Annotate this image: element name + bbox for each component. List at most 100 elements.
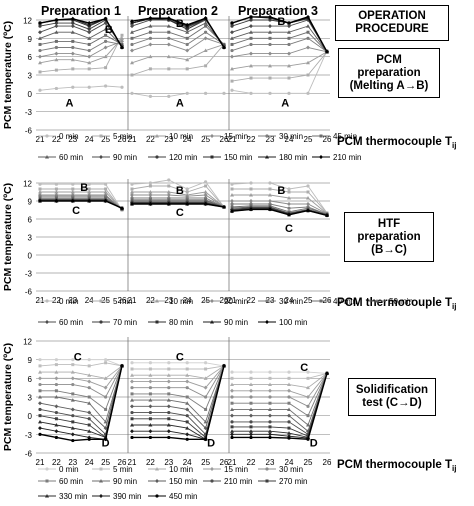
data-point bbox=[38, 24, 42, 28]
y-tick-label: 0 bbox=[28, 252, 33, 261]
data-point bbox=[71, 187, 75, 191]
data-point bbox=[148, 410, 152, 415]
data-point bbox=[230, 21, 234, 26]
x-tick-label: 23 bbox=[68, 458, 77, 467]
data-point bbox=[185, 379, 190, 384]
data-point bbox=[204, 395, 208, 399]
solid-line-1: Solidification bbox=[355, 384, 429, 396]
data-point bbox=[167, 361, 171, 365]
data-point bbox=[87, 36, 92, 40]
data-point bbox=[87, 199, 92, 203]
data-point bbox=[167, 392, 171, 396]
x-tick-label: 26 bbox=[220, 458, 229, 467]
data-point bbox=[148, 24, 153, 28]
annotation-C: C bbox=[176, 207, 184, 219]
data-point bbox=[70, 30, 75, 34]
data-point bbox=[148, 361, 152, 365]
data-point bbox=[87, 21, 92, 26]
series-line bbox=[132, 203, 225, 208]
data-point bbox=[287, 190, 291, 194]
series-line bbox=[39, 38, 123, 64]
data-point bbox=[87, 54, 92, 59]
x-tick-label: 26 bbox=[323, 458, 332, 467]
data-point bbox=[167, 435, 171, 440]
series-line bbox=[132, 194, 225, 208]
data-point bbox=[268, 376, 272, 380]
x-tick-label: 25 bbox=[304, 296, 313, 305]
annotation-A: A bbox=[66, 98, 74, 110]
data-point bbox=[166, 193, 171, 197]
legend-swatch-marker bbox=[210, 155, 214, 159]
series-line bbox=[132, 365, 225, 441]
data-point bbox=[185, 432, 190, 437]
data-point bbox=[249, 420, 253, 424]
legend-swatch-marker bbox=[155, 299, 159, 303]
data-point bbox=[54, 86, 59, 91]
data-point bbox=[287, 187, 291, 191]
data-point bbox=[203, 36, 208, 41]
y-tick-label: 9 bbox=[28, 198, 33, 207]
data-point bbox=[306, 30, 310, 34]
legend-swatch-marker bbox=[99, 467, 103, 471]
legend-label: 100 min bbox=[279, 318, 307, 327]
data-point bbox=[54, 358, 59, 362]
data-point bbox=[130, 379, 134, 384]
legend-label: 40 min bbox=[333, 297, 357, 306]
y-tick-label: 9 bbox=[28, 35, 33, 44]
y-tick-label: 6 bbox=[28, 216, 33, 225]
data-point bbox=[306, 376, 310, 380]
data-point bbox=[268, 413, 272, 418]
data-point bbox=[38, 54, 42, 59]
x-tick-label: 22 bbox=[52, 296, 61, 305]
series-line bbox=[132, 202, 225, 208]
data-point bbox=[268, 76, 272, 80]
legend-swatch-marker bbox=[155, 467, 159, 471]
data-point bbox=[230, 435, 234, 440]
data-point bbox=[130, 182, 134, 186]
series-line bbox=[40, 188, 123, 211]
data-point bbox=[249, 407, 253, 411]
x-tick-label: 21 bbox=[228, 296, 237, 305]
data-point bbox=[306, 202, 310, 206]
data-point bbox=[203, 16, 208, 21]
data-point bbox=[185, 91, 189, 95]
data-point bbox=[287, 395, 291, 399]
series-line bbox=[132, 365, 225, 440]
series-line bbox=[232, 188, 328, 214]
series-line bbox=[231, 31, 328, 53]
series-line bbox=[39, 85, 123, 91]
data-point bbox=[70, 376, 75, 381]
data-point bbox=[70, 51, 75, 56]
pcm-prep-line-2: preparation bbox=[357, 66, 421, 79]
data-point bbox=[54, 199, 59, 203]
x-tick-label: 24 bbox=[285, 296, 294, 305]
data-point bbox=[230, 36, 234, 40]
data-point bbox=[287, 21, 291, 26]
data-point bbox=[130, 91, 134, 95]
x-tick-label: 24 bbox=[183, 135, 192, 144]
data-point bbox=[249, 199, 253, 203]
data-point bbox=[249, 432, 253, 437]
data-point bbox=[120, 45, 124, 50]
series-line bbox=[132, 365, 225, 379]
data-point bbox=[230, 48, 234, 53]
data-point bbox=[185, 57, 190, 62]
data-point bbox=[54, 370, 59, 374]
data-point bbox=[104, 187, 108, 191]
annotation-B: B bbox=[277, 185, 285, 197]
series-line bbox=[232, 373, 328, 398]
legend-swatch-marker bbox=[375, 299, 379, 303]
data-point bbox=[306, 208, 310, 213]
data-point bbox=[38, 401, 42, 406]
legend-label: 0 min bbox=[59, 132, 79, 141]
x-tick-label: 21 bbox=[36, 458, 45, 467]
data-point bbox=[185, 36, 189, 40]
data-point bbox=[287, 436, 291, 440]
data-point bbox=[230, 395, 234, 399]
data-point bbox=[185, 373, 190, 377]
htf-preparation-box: HTF preparation (B→C) bbox=[344, 212, 434, 262]
x-tick-label: 25 bbox=[304, 458, 313, 467]
legend-swatch-marker bbox=[99, 479, 103, 483]
data-point bbox=[87, 401, 92, 405]
x-tick-label: 26 bbox=[118, 296, 127, 305]
